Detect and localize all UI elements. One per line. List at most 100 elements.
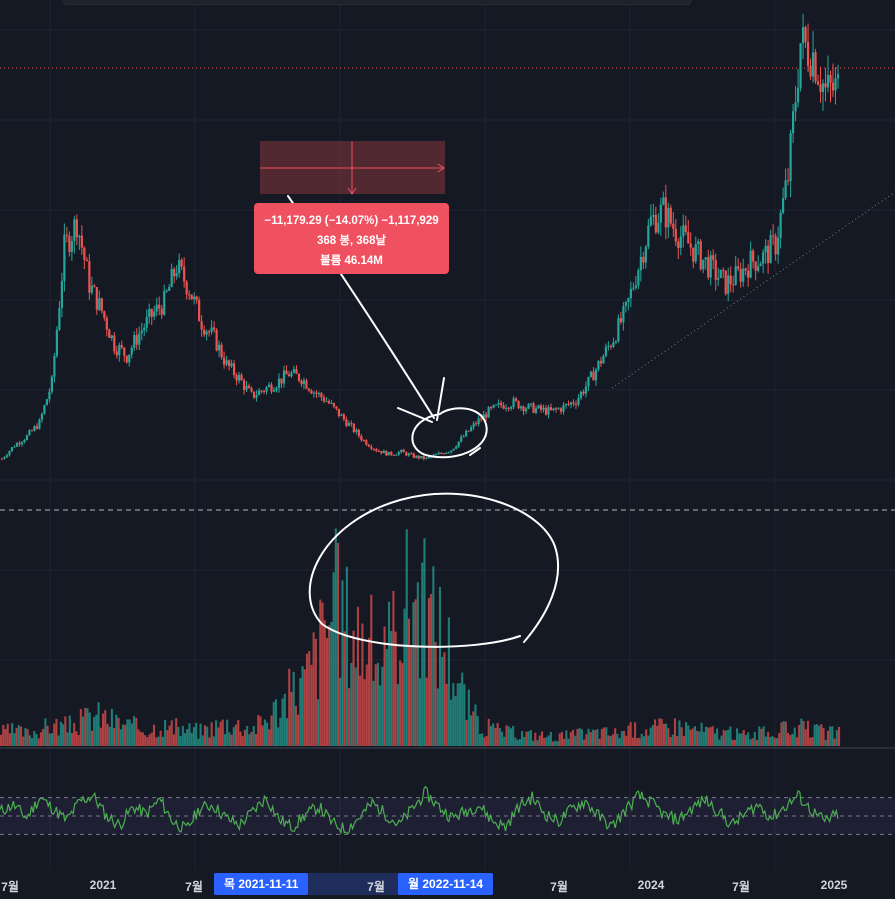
volume-bar [381,666,384,746]
candle-body [804,27,807,43]
candle-body [397,452,400,455]
candle-body [779,212,782,238]
volume-bar [489,726,493,746]
candle-body [602,355,605,364]
volume-bar [787,732,790,746]
volume-bar [696,730,699,746]
candle-body [352,423,355,432]
volume-bar [93,716,96,746]
volume-bar [19,726,23,746]
volume-bar [64,716,67,746]
volume-bar [48,733,51,746]
candle-body [786,180,790,182]
volume-bar [791,733,794,746]
candle-body [579,391,583,398]
volume-bar [718,739,721,746]
candle-body [662,197,665,205]
volume-bar [219,721,222,746]
candle-body [492,404,495,408]
candle-body [684,225,687,232]
volume-bar [815,724,818,746]
candle-body [402,449,405,453]
candle-body [28,430,31,436]
candle-body [475,423,478,425]
volume-bar [44,718,47,746]
volume-bar [806,720,810,746]
candle-body [15,443,19,447]
volume-bar [241,735,244,746]
candle-body [140,330,143,334]
crosshair-end-date: 월 2022-11-14 [398,873,494,895]
volume-bar [578,728,581,746]
candle-body [712,255,715,260]
candle-body [504,407,508,409]
candle-body [707,257,710,278]
candle-body [826,74,830,88]
volume-bar [789,735,792,746]
candle-body [609,346,613,348]
candle-body [252,391,256,398]
volume-bar [622,730,626,746]
volume-bar [771,735,774,746]
candle-body [642,256,645,263]
candle-body [143,327,146,331]
volume-bar [738,733,741,746]
candle-body [574,404,578,406]
volume-bar [210,722,213,746]
volume-bar [199,723,202,746]
volume-bar [669,737,672,746]
volume-bar [729,726,732,746]
volume-bar [292,671,295,746]
candle-body [567,403,570,405]
candle-body [490,407,493,409]
candle-body [634,285,637,288]
volume-bar [279,717,282,746]
volume-bar [401,662,404,746]
volume-bar [246,725,249,746]
candle-body [405,452,408,456]
volume-bar [691,728,694,746]
volume-bar [494,727,497,746]
candle-body [447,452,450,454]
volume-bar [412,602,415,746]
volume-bar [101,713,105,746]
volume-bar [190,732,193,746]
volume-bar [467,689,470,746]
candle-body [235,375,238,381]
candle-body [185,281,188,295]
date-range-band [306,873,399,895]
candle-body [767,245,770,264]
candle-body [564,403,568,406]
volume-bar [414,599,417,746]
candle-body [442,453,445,455]
candle-body [392,454,395,456]
volume-bar [831,726,834,746]
candle-body [495,404,498,406]
candle-body [100,298,103,312]
volume-bar [139,731,142,746]
candle-body [63,234,66,282]
candle-body [20,442,24,445]
volume-bar [700,722,703,746]
volume-bar [430,594,433,746]
candle-body [302,380,306,385]
volume-bar [325,637,328,746]
volume-bar [507,726,510,746]
candle-body [380,451,383,454]
volume-bar [758,726,761,746]
volume-bar [826,730,830,746]
volume-bar [472,711,475,746]
candle-body [305,380,308,389]
candle-body [764,245,767,253]
annotation-circle-large [308,492,560,648]
candle-body [777,237,780,255]
candle-body [437,452,440,455]
volume-bar [711,726,714,746]
volume-bar [609,736,612,746]
candle-body [255,395,258,398]
volume-bar [6,723,9,746]
candle-body [83,247,86,260]
volume-bar [161,736,164,746]
